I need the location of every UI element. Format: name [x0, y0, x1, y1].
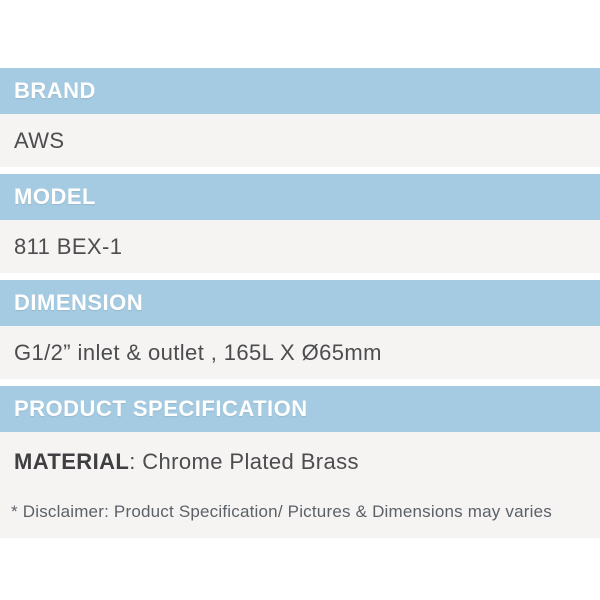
model-value-text: 811 BEX-1: [14, 233, 123, 259]
material-value-text: : Chrome Plated Brass: [129, 449, 359, 474]
section-value-brand: AWS: [0, 114, 600, 167]
section-brand: BRAND AWS: [0, 68, 600, 167]
brand-value-text: AWS: [14, 127, 65, 153]
dimension-value-text: G1/2” inlet & outlet , 165L X Ø65mm: [14, 339, 382, 365]
section-model: MODEL 811 BEX-1: [0, 174, 600, 273]
material-label: MATERIAL: [14, 449, 130, 474]
section-value-dimension: G1/2” inlet & outlet , 165L X Ø65mm: [0, 326, 600, 379]
section-header-dimension: DIMENSION: [0, 280, 600, 326]
section-header-product-specification-label: PRODUCT SPECIFICATION: [14, 396, 308, 421]
section-dimension: DIMENSION G1/2” inlet & outlet , 165L X …: [0, 280, 600, 379]
section-header-model: MODEL: [0, 174, 600, 220]
section-header-brand-label: BRAND: [14, 78, 96, 103]
section-header-dimension-label: DIMENSION: [14, 290, 144, 315]
product-spec-sheet: BRAND AWS MODEL 811 BEX-1 DIMENSION G1/2…: [0, 68, 600, 545]
section-value-product-specification: MATERIAL: Chrome Plated Brass * Disclaim…: [0, 432, 600, 538]
section-header-model-label: MODEL: [14, 184, 96, 209]
section-header-product-specification: PRODUCT SPECIFICATION: [0, 386, 600, 432]
material-line: MATERIAL: Chrome Plated Brass: [14, 449, 359, 475]
disclaimer-text: * Disclaimer: Product Specification/ Pic…: [11, 502, 552, 521]
section-header-brand: BRAND: [0, 68, 600, 114]
section-product-specification: PRODUCT SPECIFICATION MATERIAL: Chrome P…: [0, 386, 600, 538]
section-value-model: 811 BEX-1: [0, 220, 600, 273]
